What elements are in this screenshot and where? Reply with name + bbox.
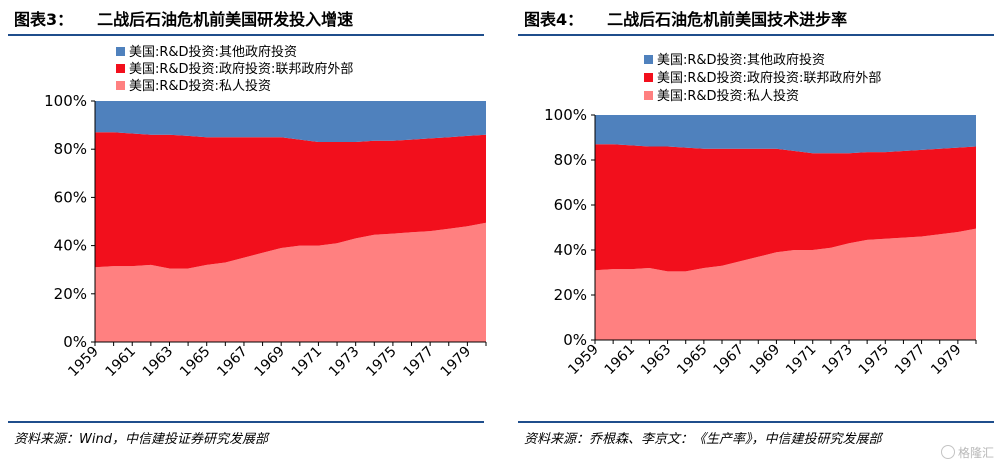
y-tick-label: 40% — [54, 237, 87, 255]
series-area-1 — [595, 144, 976, 272]
x-tick-label: 1963 — [638, 342, 675, 379]
x-tick-label: 1965 — [674, 342, 711, 379]
legend-label: 美国:R&D投资:政府投资:联邦政府外部 — [657, 70, 881, 86]
figure-3-title: 图表3： 二战后石油危机前美国研发投入增速 — [14, 6, 353, 30]
figure-4-title: 图表4： 二战后石油危机前美国技术进步率 — [524, 6, 847, 30]
legend-swatch — [116, 81, 125, 90]
figure-3-title-text: 二战后石油危机前美国研发投入增速 — [97, 10, 354, 29]
figure-3-chart: 0%20%40%60%80%100%1959 1961 1963 1965 1967 19… — [44, 44, 487, 381]
series-area-2 — [95, 101, 486, 142]
y-tick-label: 80% — [554, 151, 587, 169]
figure-3-bottom-rule — [8, 421, 484, 423]
watermark: 格隆汇 — [940, 444, 994, 461]
legend-label: 美国:R&D投资:私人投资 — [129, 78, 271, 94]
legend-swatch — [644, 73, 653, 82]
x-tick-label: 1979 — [438, 344, 475, 381]
legend-label: 美国:R&D投资:其他政府投资 — [129, 44, 297, 60]
x-tick-label: 1973 — [819, 342, 856, 379]
figure-4-chart: 0%20%40%60%80%100%1959 1961 1963 1965 1967 19… — [544, 52, 977, 379]
figure-3-number: 图表3： — [14, 10, 74, 29]
y-tick-label: 60% — [554, 196, 587, 214]
legend-label: 美国:R&D投资:私人投资 — [657, 88, 799, 104]
x-tick-label: 1963 — [140, 344, 177, 381]
figure-4-bottom-rule — [518, 421, 994, 423]
y-tick-label: 40% — [554, 241, 587, 259]
x-tick-label: 1965 — [177, 344, 214, 381]
x-tick-label: 1969 — [747, 342, 784, 379]
x-tick-label: 1977 — [892, 342, 929, 379]
figure-4: 图表4： 二战后石油危机前美国技术进步率 0% 20% 40% 60% 80% 100% 19… — [510, 0, 1000, 463]
x-tick-label: 1961 — [103, 344, 140, 381]
x-tick-label: 1977 — [400, 344, 437, 381]
watermark-logo-icon — [940, 445, 955, 459]
legend-label: 美国:R&D投资:政府投资:联邦政府外部 — [129, 61, 353, 77]
x-tick-label: 1967 — [214, 344, 251, 381]
watermark-text: 格隆汇 — [957, 446, 994, 460]
figure-3-top-rule — [8, 34, 484, 36]
x-tick-label: 1969 — [252, 344, 289, 381]
y-tick-label: 100% — [544, 106, 587, 124]
figure-3: 图表3： 二战后石油危机前美国研发投入增速 0% 20% 40% 60% 80% 100% 1… — [0, 0, 490, 463]
y-tick-label: 20% — [554, 286, 587, 304]
y-tick-label: 0% — [563, 331, 587, 349]
x-tick-label: 1975 — [856, 342, 893, 379]
y-tick-label: 60% — [54, 188, 87, 206]
series-area-0 — [95, 222, 486, 342]
legend-swatch — [116, 47, 125, 56]
series-area-0 — [595, 228, 976, 340]
x-tick-label: 1961 — [602, 342, 639, 379]
figure-4-top-rule — [518, 34, 994, 36]
x-tick-label: 1975 — [363, 344, 400, 381]
y-tick-label: 0% — [63, 333, 87, 351]
x-tick-label: 1979 — [928, 342, 965, 379]
legend-swatch — [644, 55, 653, 64]
x-tick-label: 1973 — [326, 344, 363, 381]
series-area-1 — [95, 132, 486, 269]
figure-4-title-text: 二战后石油危机前美国技术进步率 — [607, 10, 848, 29]
y-tick-label: 20% — [54, 285, 87, 303]
legend-swatch — [116, 64, 125, 73]
y-tick-label: 80% — [54, 140, 87, 158]
figure-3-source: 资料来源：Wind，中信建投证券研究发展部 — [14, 432, 268, 447]
x-tick-label: 1971 — [289, 344, 326, 381]
figure-4-source: 资料来源：乔根森、李京文：《生产率》，中信建投研究发展部 — [524, 432, 882, 447]
x-tick-label: 1971 — [783, 342, 820, 379]
x-tick-label: 1967 — [710, 342, 747, 379]
legend-label: 美国:R&D投资:其他政府投资 — [657, 52, 825, 68]
legend-swatch — [644, 91, 653, 100]
y-tick-label: 100% — [44, 92, 87, 110]
series-area-2 — [595, 115, 976, 154]
figure-4-number: 图表4： — [524, 10, 584, 29]
